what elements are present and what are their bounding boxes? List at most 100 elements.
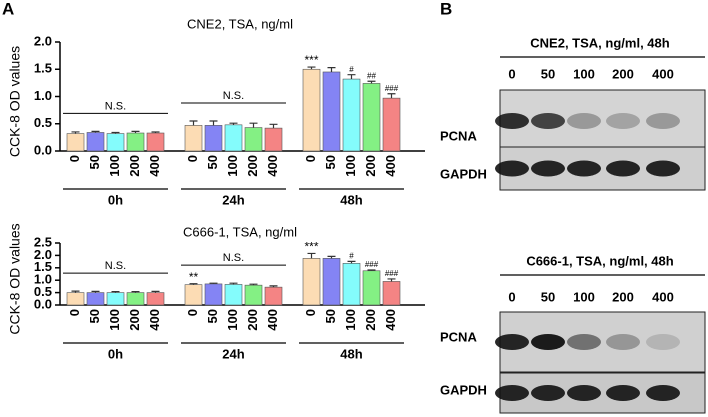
blot-band (567, 334, 601, 350)
x-tick-label: 50 (87, 309, 102, 323)
y-tick-label: 1.5 (34, 259, 52, 274)
row-label: GAPDH (440, 382, 487, 397)
ns-label: N.S. (105, 260, 126, 272)
bar (362, 83, 381, 152)
blot-band (606, 385, 640, 401)
lane-label: 200 (612, 289, 634, 304)
x-tick-label: 400 (383, 309, 398, 331)
error-bar (189, 283, 198, 285)
bar (322, 258, 341, 306)
error-bar (71, 290, 80, 293)
x-tick-label: 50 (323, 309, 338, 323)
error-bar (387, 93, 396, 99)
error-bar (269, 285, 278, 288)
error-bar (151, 290, 160, 293)
error-bar (71, 131, 80, 134)
bar (106, 292, 125, 306)
bar (302, 68, 321, 152)
blot-band (567, 160, 601, 177)
blot-band (646, 113, 680, 129)
x-tick-label: 0 (303, 155, 318, 162)
panel-label: B (440, 0, 452, 18)
y-tick-label: 1.0 (34, 88, 52, 103)
x-tick-label: 100 (107, 309, 122, 331)
blot-band (531, 385, 565, 401)
bar (382, 97, 401, 152)
significance-label: # (349, 65, 354, 74)
error-bar (249, 122, 258, 128)
x-tick-label: 400 (265, 309, 280, 331)
bar (126, 132, 145, 152)
bar (66, 292, 85, 306)
y-tick-label: 2.5 (34, 234, 52, 249)
significance-label: *** (304, 53, 318, 67)
error-bar (367, 80, 376, 84)
error-bar (111, 291, 120, 293)
significance-label: ## (367, 71, 376, 80)
significance-label: ### (365, 260, 379, 269)
y-axis-label: CCK-8 OD values (7, 223, 23, 334)
error-bar (307, 252, 316, 259)
bar (362, 270, 381, 306)
bar (264, 127, 283, 152)
row-label: GAPDH (440, 166, 487, 181)
error-bar (229, 122, 238, 125)
error-bar (307, 66, 316, 70)
bar (382, 281, 401, 306)
y-tick-label: 2.0 (34, 247, 52, 262)
x-tick-label: 400 (383, 155, 398, 177)
group-label: 48h (340, 192, 362, 207)
x-tick-label: 200 (245, 309, 260, 331)
blot-band (531, 334, 565, 350)
bar (204, 125, 223, 152)
bar (204, 283, 223, 306)
x-tick-label: 0 (185, 309, 200, 316)
bar (342, 78, 361, 152)
x-tick-label: 50 (323, 155, 338, 169)
blot-band (646, 160, 680, 177)
bar (146, 132, 165, 152)
ns-label: N.S. (105, 100, 126, 112)
x-tick-label: 50 (205, 155, 220, 169)
bar (146, 292, 165, 306)
y-tick-label: 0.0 (34, 142, 52, 157)
error-bar (269, 123, 278, 129)
error-bar (189, 120, 198, 126)
bar (244, 284, 263, 306)
error-bar (131, 291, 140, 293)
x-tick-label: 200 (245, 155, 260, 177)
row-label: PCNA (440, 329, 477, 344)
bar (86, 132, 105, 152)
lane-label: 50 (541, 66, 555, 81)
error-bar (347, 260, 356, 264)
lane-label: 100 (573, 289, 595, 304)
y-tick-label: 1.0 (34, 272, 52, 287)
blot-band (606, 160, 640, 177)
error-bar (111, 131, 120, 134)
blot-band (646, 334, 680, 350)
blot-band (495, 160, 529, 177)
blot-title: C666-1, TSA, ng/ml, 48h (526, 253, 673, 268)
significance-label: ** (189, 270, 199, 284)
error-bar (367, 269, 376, 271)
significance-label: *** (304, 240, 318, 254)
blot-band (495, 334, 529, 350)
blot-band (531, 113, 565, 129)
group-label: 0h (108, 192, 123, 207)
significance-label: # (349, 251, 354, 260)
x-tick-label: 100 (107, 155, 122, 177)
x-tick-label: 100 (225, 155, 240, 177)
blot-band (567, 385, 601, 401)
group-label: 0h (108, 346, 123, 361)
x-tick-label: 200 (363, 309, 378, 331)
y-tick-label: 2.0 (34, 33, 52, 48)
error-bar (347, 74, 356, 80)
blot-band (495, 113, 529, 129)
error-bar (249, 283, 258, 286)
error-bar (327, 67, 336, 72)
blot-band (531, 160, 565, 177)
x-tick-label: 400 (265, 155, 280, 177)
bar (126, 292, 145, 306)
y-tick-label: 0.5 (34, 284, 52, 299)
lane-label: 0 (508, 66, 515, 81)
